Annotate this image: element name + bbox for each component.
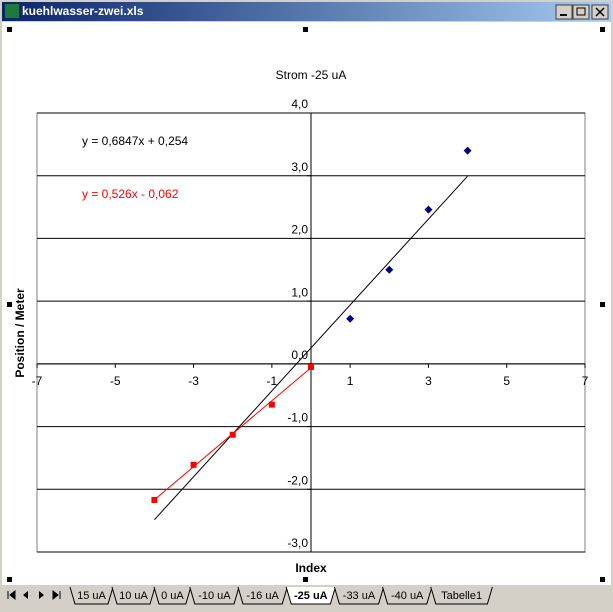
- x-tick-label: 7: [582, 374, 589, 388]
- trendline-equation: y = 0,6847x + 0,254: [82, 134, 188, 148]
- sheet-tab-label[interactable]: -25 uA: [294, 590, 328, 602]
- y-tick-label: -1,0: [287, 411, 308, 425]
- tab-nav[interactable]: [7, 589, 61, 601]
- point: [385, 265, 394, 274]
- x-tick-label: -1: [267, 374, 278, 388]
- window-title: kuehlwasser-zwei.xls: [22, 4, 144, 18]
- title-bar: [2, 2, 611, 21]
- x-tick-label: -7: [32, 374, 43, 388]
- maximize-button[interactable]: [572, 4, 590, 20]
- y-axis-title: Position / Meter: [13, 288, 27, 378]
- sheet-tab-label[interactable]: -33 uA: [343, 590, 376, 602]
- x-tick-label: 1: [347, 374, 354, 388]
- point: [463, 146, 472, 155]
- window-buttons[interactable]: [555, 4, 609, 20]
- sheet-tab-label[interactable]: 0 uA: [161, 590, 184, 602]
- point: [268, 401, 275, 408]
- minimize-button[interactable]: [555, 4, 573, 20]
- y-tick-label: 0,0: [291, 348, 308, 362]
- point: [229, 431, 236, 438]
- sheet-tab[interactable]: [69, 586, 114, 605]
- x-tick-label: 5: [503, 374, 510, 388]
- x-tick-label: -5: [110, 374, 121, 388]
- app-icon: [5, 4, 19, 18]
- sheet-tab-label[interactable]: -40 uA: [391, 590, 424, 602]
- sheet-tab-label[interactable]: -16 uA: [246, 590, 279, 602]
- x-tick-label: 3: [425, 374, 432, 388]
- y-tick-label: 1,0: [291, 285, 308, 299]
- chart-title: Strom -25 uA: [276, 68, 347, 82]
- sheet-tab-label[interactable]: Tabelle1: [441, 590, 482, 602]
- sheet-tab[interactable]: [111, 586, 156, 605]
- point: [151, 496, 158, 503]
- y-tick-label: 4,0: [291, 97, 308, 111]
- y-tick-label: 2,0: [291, 223, 308, 237]
- y-tick-label: -2,0: [287, 473, 308, 487]
- sheet-tab-label[interactable]: 15 uA: [77, 590, 106, 602]
- trendline: [154, 175, 468, 521]
- point: [190, 461, 197, 468]
- selection-handles: [7, 27, 605, 582]
- x-tick-label: -3: [188, 374, 199, 388]
- trendline-equation: y = 0,526x - 0,062: [82, 187, 179, 201]
- sheet-tab[interactable]: [333, 586, 385, 605]
- sheet-tab[interactable]: [237, 586, 288, 605]
- x-axis-title: Index: [295, 561, 327, 575]
- sheet-tab[interactable]: [189, 586, 240, 605]
- point: [424, 205, 433, 214]
- sheet-tab[interactable]: [382, 586, 433, 605]
- y-tick-label: 3,0: [291, 160, 308, 174]
- point: [308, 363, 314, 370]
- sheet-tab[interactable]: [285, 586, 336, 605]
- sheet-tab[interactable]: [430, 586, 493, 605]
- y-tick-label: -3,0: [287, 536, 308, 550]
- icon: [576, 7, 586, 16]
- point: [346, 314, 355, 323]
- icon: [595, 7, 605, 17]
- sheet-tab-label[interactable]: 10 uA: [119, 590, 148, 602]
- sheet-tab[interactable]: [153, 586, 192, 605]
- sheet-tab-label[interactable]: -10 uA: [198, 590, 231, 602]
